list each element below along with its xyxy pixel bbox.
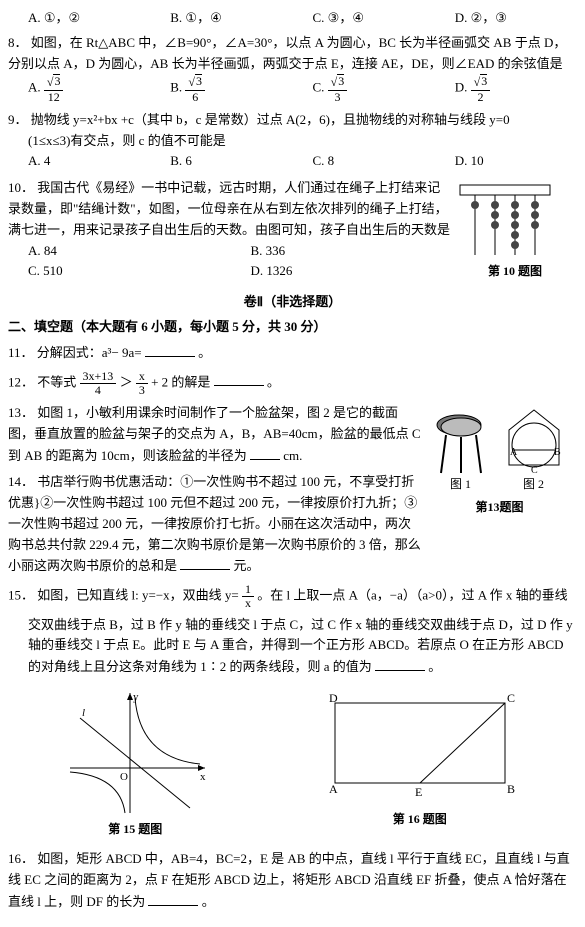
- svg-text:C: C: [531, 465, 538, 475]
- q10-text: 我国古代《易经》一书中记载，远古时期，人们通过在绳子上打结来记录数量，即"结绳计…: [8, 180, 450, 237]
- q9-line2: (1≤x≤3)有交点，则 c 的值不可能是: [8, 131, 577, 152]
- question-14: 14． 书店举行购书优惠活动：①一次性购书不超过 100 元，不享受打折优惠}②…: [8, 472, 422, 577]
- q8-num: 8．: [8, 35, 28, 50]
- q9-c: C. 8: [313, 151, 455, 172]
- q15-before: 如图，已知直线 l: y=−x，双曲线 y=: [37, 588, 238, 603]
- q9-b: B. 6: [170, 151, 312, 172]
- q13-blank: [250, 445, 280, 460]
- svg-text:A: A: [329, 782, 338, 796]
- q13-q14-wrap: 13． 如图 1，小敏利用课余时间制作了一个脸盆架，图 2 是它的截面图，垂直放…: [8, 403, 577, 583]
- fig1-label: 图 1: [431, 475, 491, 494]
- q11-num: 11．: [8, 345, 34, 360]
- q13-caption: 第13题图: [422, 498, 577, 517]
- section2-title: 卷Ⅱ（非选择题）: [8, 292, 577, 313]
- q8-options: A. 312 B. 36 C. 33 D. 32: [8, 74, 585, 103]
- q10-d: D. 1326: [251, 261, 474, 282]
- fig16-caption: 第 16 题图: [315, 810, 525, 829]
- opt-d: D. ②，③: [455, 8, 585, 29]
- question-10: 10． 我国古代《易经》一书中记载，远古时期，人们通过在绳子上打结来记录数量，即…: [8, 178, 577, 286]
- q8-d: D. 32: [455, 74, 585, 103]
- svg-text:E: E: [415, 785, 422, 799]
- q12-blank: [214, 371, 264, 386]
- q13-figure: 图 1 A B C 图 2 第13题图: [422, 403, 577, 583]
- figures-row: y x O l 第 15 题图 D C A E B 第 16 题图: [8, 686, 577, 841]
- q11-blank: [145, 342, 195, 357]
- q10-figure: 第 10 题图: [455, 180, 575, 284]
- svg-text:y: y: [133, 691, 139, 703]
- q7-options: A. ①，② B. ①，④ C. ③，④ D. ②，③: [8, 8, 585, 29]
- q13-text: 如图 1，小敏利用课余时间制作了一个脸盆架，图 2 是它的截面图，垂直放置的脸盆…: [8, 405, 421, 463]
- q12-num: 12．: [8, 374, 34, 389]
- q8-b: B. 36: [170, 74, 312, 103]
- q13-num: 13．: [8, 405, 34, 420]
- q9-d: D. 10: [455, 151, 585, 172]
- q10-c: C. 510: [28, 261, 251, 282]
- q12-before: 不等式: [37, 374, 76, 389]
- q9-line1: 抛物线 y=x²+bx +c（其中 b，c 是常数）过点 A(2，6)，且抛物线…: [31, 112, 510, 127]
- q9-num: 9．: [8, 112, 28, 127]
- q8-a: A. 312: [28, 74, 170, 103]
- fig15-caption: 第 15 题图: [60, 820, 210, 839]
- q10-b: B. 336: [251, 241, 474, 262]
- question-16: 16． 如图，矩形 ABCD 中，AB=4，BC=2，E 是 AB 的中点，直线…: [8, 849, 577, 912]
- opt-b: B. ①，④: [170, 8, 312, 29]
- q9-a: A. 4: [28, 151, 170, 172]
- q15-num: 15．: [8, 588, 34, 603]
- question-9: 9． 抛物线 y=x²+bx +c（其中 b，c 是常数）过点 A(2，6)，且…: [8, 110, 577, 172]
- fig16: D C A E B 第 16 题图: [315, 688, 525, 839]
- svg-text:B: B: [507, 782, 515, 796]
- rectangle-fold-icon: D C A E B: [315, 688, 525, 808]
- basin-rack-icon: [431, 405, 491, 475]
- q8-text: 如图，在 Rt△ABC 中，∠B=90°，∠A=30°，以点 A 为圆心，BC …: [8, 35, 566, 71]
- q11-text: 分解因式：a³− 9a=: [37, 345, 142, 360]
- question-13: 13． 如图 1，小敏利用课余时间制作了一个脸盆架，图 2 是它的截面图，垂直放…: [8, 403, 422, 466]
- fig2-label: 图 2: [499, 475, 569, 494]
- svg-text:C: C: [507, 691, 515, 705]
- abacus-icon: [455, 180, 555, 260]
- question-15: 15． 如图，已知直线 l: y=−x，双曲线 y= 1x 。在 l 上取一点 …: [8, 583, 577, 678]
- question-12: 12． 不等式 3x+134 ＞ x3 + 2 的解是 。: [8, 370, 577, 397]
- svg-text:D: D: [329, 691, 338, 705]
- q15-mid: 。在 l 上取一点 A（a，−a）（a>0），过 A 作 x 轴的垂线: [257, 588, 567, 603]
- q10-fig-caption: 第 10 题图: [455, 262, 575, 281]
- svg-text:O: O: [120, 771, 128, 783]
- basin-cross-section-icon: A B C: [499, 405, 569, 475]
- question-8: 8． 如图，在 Rt△ABC 中，∠B=90°，∠A=30°，以点 A 为圆心，…: [8, 33, 577, 104]
- q8-c: C. 33: [313, 74, 455, 103]
- q9-options: A. 4 B. 6 C. 8 D. 10: [8, 151, 585, 172]
- svg-text:B: B: [554, 447, 561, 458]
- q14-blank: [180, 555, 230, 570]
- q16-text: 如图，矩形 ABCD 中，AB=4，BC=2，E 是 AB 的中点，直线 l 平…: [8, 851, 570, 909]
- svg-text:A: A: [510, 447, 518, 458]
- q10-a: A. 84: [28, 241, 251, 262]
- section2-sub: 二、填空题（本大题有 6 小题，每小题 5 分，共 30 分）: [8, 317, 577, 338]
- svg-text:x: x: [200, 771, 206, 783]
- q15-blank: [375, 656, 425, 671]
- svg-text:l: l: [82, 707, 85, 719]
- q10-num: 10．: [8, 180, 34, 195]
- question-11: 11． 分解因式：a³− 9a= 。: [8, 342, 577, 364]
- fig15: y x O l 第 15 题图: [60, 688, 210, 839]
- q16-num: 16．: [8, 851, 34, 866]
- q14-num: 14．: [8, 474, 34, 489]
- opt-c: C. ③，④: [313, 8, 455, 29]
- q16-blank: [148, 891, 198, 906]
- q10-options: A. 84 B. 336 C. 510 D. 1326: [8, 241, 473, 283]
- q15-para2: 交双曲线于点 B，过 B 作 y 轴的垂线交 l 于点 C，过 C 作 x 轴的…: [28, 617, 573, 675]
- opt-a: A. ①，②: [28, 8, 170, 29]
- hyperbola-plot-icon: y x O l: [60, 688, 210, 818]
